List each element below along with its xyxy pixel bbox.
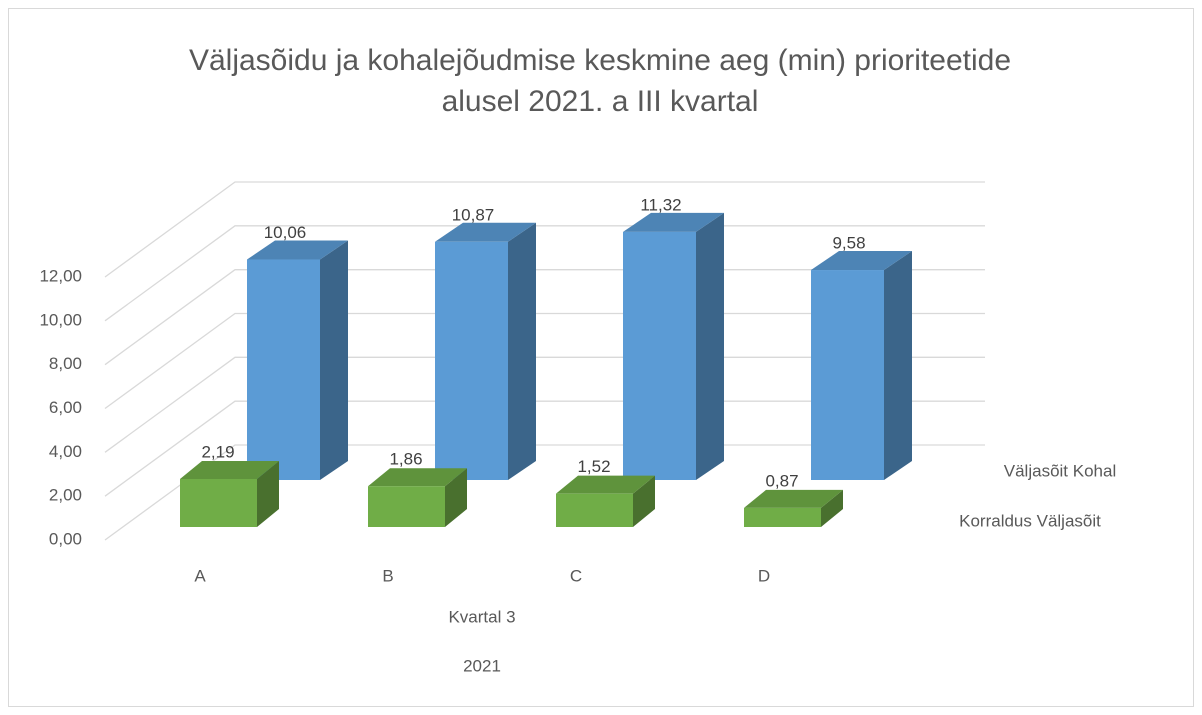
category-group-label: Kvartal 3 (448, 607, 515, 626)
chart-title: alusel 2021. a III kvartal (442, 85, 759, 118)
bar-top (368, 468, 467, 487)
bar-top (811, 251, 912, 271)
bar (435, 241, 508, 480)
x-tick-label: B (382, 566, 393, 585)
legend-label: Väljasõit Kohal (1004, 461, 1116, 480)
y-tick-label: 10,00 (39, 310, 82, 329)
bar-top (247, 240, 348, 260)
y-tick-label: 8,00 (49, 354, 82, 373)
bar-side (633, 475, 655, 527)
grid-line (104, 225, 985, 322)
value-label: 2,19 (201, 442, 234, 461)
value-label: 1,52 (577, 457, 610, 476)
bar (623, 231, 696, 480)
y-tick-label: 4,00 (49, 442, 82, 461)
grid-line (104, 181, 985, 278)
bar-top (744, 489, 843, 508)
value-label: 11,32 (640, 195, 681, 214)
value-label: 10,06 (264, 223, 307, 242)
grid-line (104, 312, 985, 410)
bar-top (435, 222, 536, 242)
legend-label: Korraldus Väljasõit (959, 511, 1101, 530)
bar-top (180, 461, 279, 480)
bar (180, 479, 257, 527)
value-label: 1,86 (389, 450, 422, 469)
bar (744, 507, 821, 527)
bar-top (556, 475, 655, 494)
bar-top (623, 212, 724, 232)
x-tick-label: A (194, 566, 206, 585)
grid-line (104, 356, 985, 453)
grid-line (104, 444, 985, 541)
value-label: 10,87 (452, 205, 495, 224)
bar (368, 486, 445, 527)
value-label: 9,58 (832, 234, 865, 253)
bar-side (884, 251, 912, 480)
bar-side (257, 461, 279, 527)
bar-side (821, 489, 843, 527)
x-tick-label: C (570, 566, 582, 585)
bar (247, 259, 320, 480)
y-tick-label: 0,00 (49, 529, 82, 548)
bar-side (508, 222, 536, 480)
bar-side (696, 212, 724, 481)
bar-side (445, 468, 467, 527)
value-label: 0,87 (765, 471, 798, 490)
y-tick-label: 2,00 (49, 486, 82, 505)
chart-title: Väljasõidu ja kohalejõudmise keskmine ae… (189, 44, 1011, 77)
grid-line (104, 269, 985, 366)
category-group-label: 2021 (463, 656, 501, 675)
y-tick-label: 6,00 (49, 398, 82, 417)
bar-side (320, 240, 348, 480)
grid-line (104, 400, 985, 497)
y-tick-label: 12,00 (39, 266, 82, 285)
bar (811, 270, 884, 480)
x-tick-label: D (758, 566, 770, 585)
bar (556, 493, 633, 527)
